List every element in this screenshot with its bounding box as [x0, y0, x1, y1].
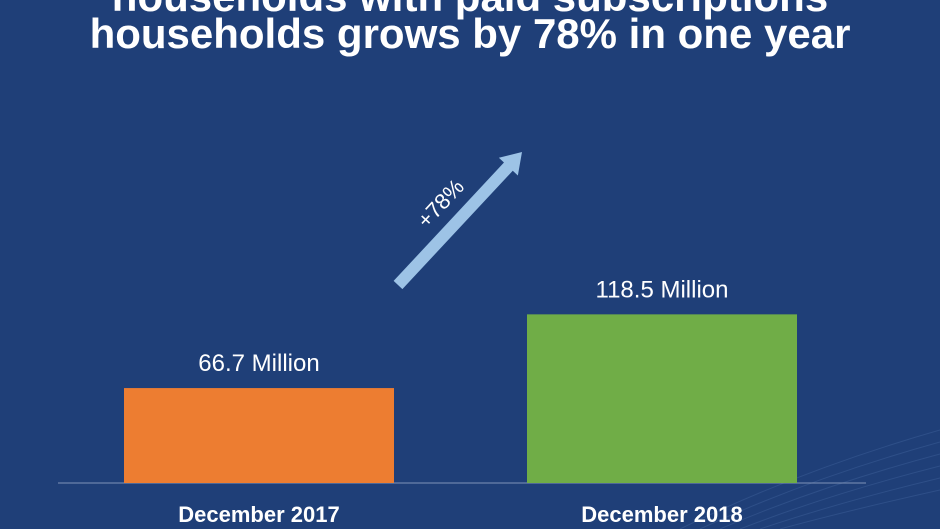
- bar-december-2018: [527, 314, 797, 483]
- chart-title-line-2: households grows by 78% in one year: [89, 10, 851, 57]
- category-label: December 2018: [581, 502, 742, 527]
- bar-december-2017: [124, 388, 394, 483]
- value-label: 66.7 Million: [198, 350, 319, 377]
- value-label: 118.5 Million: [596, 276, 729, 303]
- arrow-shape: [393, 151, 523, 290]
- growth-arrow: [393, 151, 523, 290]
- category-label: December 2017: [178, 502, 339, 527]
- chart-title-line-1: households with paid subscriptions: [0, 0, 940, 21]
